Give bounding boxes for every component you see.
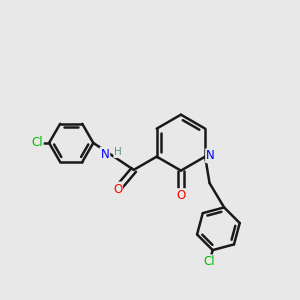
Text: N: N	[206, 149, 215, 162]
Text: Cl: Cl	[204, 255, 215, 268]
Text: O: O	[113, 182, 122, 196]
Text: Cl: Cl	[31, 136, 43, 149]
Text: N: N	[100, 148, 109, 161]
Text: O: O	[176, 189, 185, 202]
Text: H: H	[114, 147, 122, 157]
